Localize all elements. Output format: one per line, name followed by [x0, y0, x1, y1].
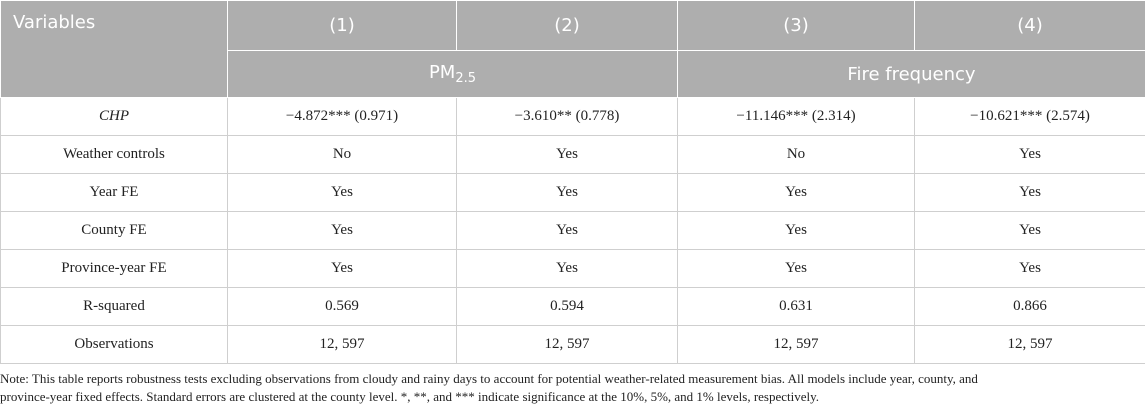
table-row: Weather controls No Yes No Yes: [0, 135, 1145, 174]
table-cell: 0.569: [227, 287, 457, 326]
variables-header: Variables: [0, 0, 228, 98]
table-note: Note: This table reports robustness test…: [0, 370, 1140, 405]
table-cell: 0.866: [914, 287, 1145, 326]
table-row: Observations 12, 597 12, 597 12, 597 12,…: [0, 325, 1145, 364]
table-cell: No: [677, 135, 915, 174]
table-cell: −10.621*** (2.574): [914, 97, 1145, 136]
table-body: CHP −4.872*** (0.971) −3.610** (0.778) −…: [0, 97, 1145, 364]
column-header-3: (3): [677, 0, 915, 51]
table-cell: Yes: [227, 173, 457, 212]
table-note-line-2: province-year fixed effects. Standard er…: [0, 388, 820, 404]
group-header-pm25-subscript: 2.5: [455, 71, 477, 86]
table-cell: Yes: [227, 249, 457, 288]
table-note-line-1: Note: This table reports robustness test…: [0, 371, 978, 386]
table-row: Province-year FE Yes Yes Yes Yes: [0, 249, 1145, 288]
row-label-province-year-fe: Province-year FE: [0, 249, 228, 288]
group-header-pm25: PM2.5: [227, 50, 678, 98]
table-cell: −11.146*** (2.314): [677, 97, 915, 136]
table-cell: Yes: [227, 211, 457, 250]
row-label-county-fe: County FE: [0, 211, 228, 250]
table-cell: −4.872*** (0.971): [227, 97, 457, 136]
table-cell: Yes: [914, 173, 1145, 212]
regression-table: Variables (1) (2) (3) (4) PM2.5 Fire fre…: [0, 0, 1145, 364]
table-cell: Yes: [677, 249, 915, 288]
table-cell: Yes: [914, 249, 1145, 288]
table-cell: Yes: [914, 211, 1145, 250]
table-cell: Yes: [456, 173, 678, 212]
table-cell: 12, 597: [227, 325, 457, 364]
row-label-observations: Observations: [0, 325, 228, 364]
table-cell: Yes: [914, 135, 1145, 174]
table-cell: Yes: [456, 249, 678, 288]
table-cell: Yes: [456, 135, 678, 174]
group-header-fire-frequency: Fire frequency: [677, 50, 1145, 98]
table-cell: Yes: [677, 211, 915, 250]
table-cell: 12, 597: [456, 325, 678, 364]
table-cell: 12, 597: [677, 325, 915, 364]
row-label-chp: CHP: [0, 97, 228, 136]
header-row-groups: PM2.5 Fire frequency: [1, 50, 1145, 98]
table-header: Variables (1) (2) (3) (4) PM2.5 Fire fre…: [0, 0, 1145, 98]
row-label-year-fe: Year FE: [0, 173, 228, 212]
header-row-columns: Variables (1) (2) (3) (4): [0, 0, 1145, 98]
table-cell: No: [227, 135, 457, 174]
table-row: CHP −4.872*** (0.971) −3.610** (0.778) −…: [0, 97, 1145, 136]
row-label-weather-controls: Weather controls: [0, 135, 228, 174]
table-cell: Yes: [456, 211, 678, 250]
table-cell: 0.631: [677, 287, 915, 326]
table-row: Year FE Yes Yes Yes Yes: [0, 173, 1145, 212]
group-header-pm25-main: PM: [428, 62, 456, 83]
row-label-r-squared: R-squared: [0, 287, 228, 326]
table-cell: 0.594: [456, 287, 678, 326]
column-header-1: (1): [227, 0, 457, 51]
table-cell: 12, 597: [914, 325, 1145, 364]
column-header-2: (2): [456, 0, 678, 51]
table-cell: Yes: [677, 173, 915, 212]
table-row: County FE Yes Yes Yes Yes: [0, 211, 1145, 250]
table-row: R-squared 0.569 0.594 0.631 0.866: [0, 287, 1145, 326]
table-cell: −3.610** (0.778): [456, 97, 678, 136]
column-header-4: (4): [914, 0, 1145, 51]
